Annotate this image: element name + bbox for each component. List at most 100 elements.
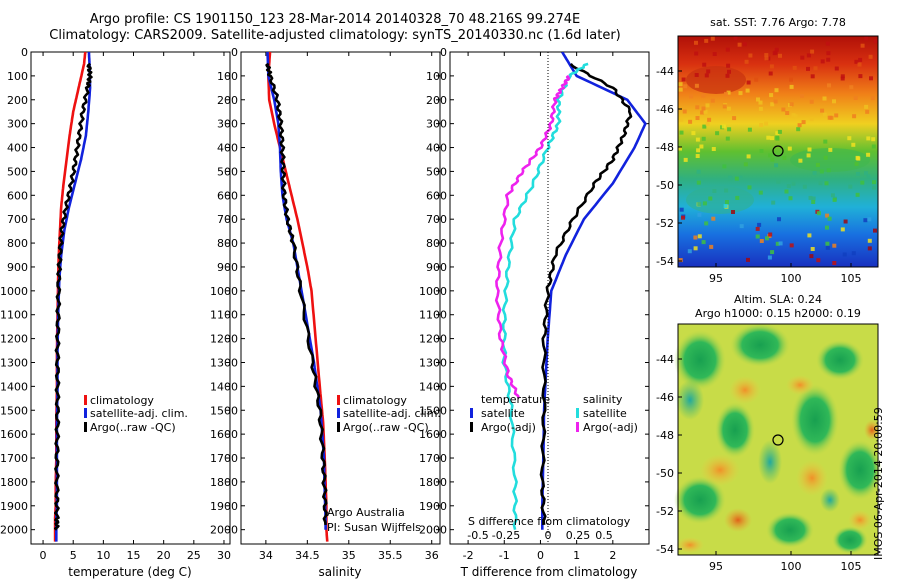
depth-tick-label: 700 xyxy=(426,213,447,226)
x-tick-label: 10 xyxy=(96,549,110,562)
sst-pixel xyxy=(802,184,807,189)
sst-pixel xyxy=(789,102,794,107)
sst-pixel xyxy=(822,112,827,117)
depth-tick-label: 900 xyxy=(426,261,447,274)
sst-speckle xyxy=(678,36,878,265)
sst-pixel xyxy=(702,124,707,129)
depth-tick-label: 300 xyxy=(217,118,238,131)
sst-pixel xyxy=(827,216,832,221)
sst-pixel xyxy=(774,163,779,168)
sst-pixel xyxy=(806,53,811,58)
sst-pixel xyxy=(832,99,836,104)
legend-label-argo: Argo(..raw -QC) xyxy=(343,421,429,434)
salinity-series-group xyxy=(265,52,329,542)
sst-pixel xyxy=(689,94,694,99)
title-line-1: Argo profile: CS 1901150_123 28-Mar-2014… xyxy=(89,12,581,27)
difference-legend: temperature salinity satellite Argo(-adj… xyxy=(470,393,638,434)
depth-tick-label: 1700 xyxy=(419,452,447,465)
sst-pixel xyxy=(815,162,820,167)
sla-blob xyxy=(864,420,880,440)
sst-pixel xyxy=(726,106,731,111)
sst-pixel xyxy=(827,115,832,120)
sst-pixel xyxy=(731,210,735,214)
x-tick-label: 34 xyxy=(259,549,273,562)
sst-pixel xyxy=(754,77,759,82)
sst-pixel xyxy=(710,36,715,41)
temperature-axis-label: temperature (deg C) xyxy=(68,565,191,579)
sst-pixel xyxy=(770,102,775,107)
sla-blob xyxy=(816,340,864,380)
sst-pixel xyxy=(691,131,696,136)
sst-pixel xyxy=(832,197,837,202)
x-tick-label: 36 xyxy=(425,549,439,562)
map-y-tick-label: -46 xyxy=(656,103,674,116)
sst-pixel xyxy=(743,162,748,167)
map-y-tick-label: -54 xyxy=(656,255,674,268)
sst-pixel xyxy=(809,99,814,104)
depth-tick-label: 500 xyxy=(426,165,447,178)
sst-pixel xyxy=(834,66,839,71)
sst-pixel xyxy=(866,136,871,141)
sst-pixel xyxy=(842,252,847,257)
sst-teal-patch xyxy=(686,186,754,214)
depth-tick-label: 1200 xyxy=(0,333,28,346)
sst-pixel xyxy=(789,243,794,248)
depth-tick-label: 200 xyxy=(426,94,447,107)
sla-blob xyxy=(848,510,872,530)
sla-blob xyxy=(674,330,726,390)
annotation-pi: PI: Susan Wijffels xyxy=(327,521,421,534)
sst-pixel xyxy=(733,36,738,40)
sst-pixel xyxy=(701,136,706,141)
sst-pixel xyxy=(702,201,707,206)
depth-tick-label: 1500 xyxy=(419,404,447,417)
sst-pixel xyxy=(745,88,750,93)
sst-pixel xyxy=(788,196,793,201)
sst-pixel xyxy=(789,84,794,89)
sst-pixel xyxy=(768,71,773,76)
sst-pixel xyxy=(784,189,789,194)
depth-tick-label: 100 xyxy=(7,70,28,83)
sst-pixel xyxy=(694,83,699,88)
s-difference-ticks: -0.5 -0.25 0 0.25 0.5 xyxy=(467,529,612,542)
temperature-legend: climatology satellite-adj. clim. Argo(..… xyxy=(84,394,188,434)
map-y-tick-label: -48 xyxy=(656,141,674,154)
map-y-tick-label: -52 xyxy=(656,217,674,230)
sst-pixel xyxy=(860,180,865,185)
sla-blob xyxy=(766,512,814,548)
depth-tick-label: 300 xyxy=(426,118,447,131)
depth-tick-label: 1900 xyxy=(0,500,28,513)
depth-tick-label: 400 xyxy=(426,142,447,155)
sst-pixel xyxy=(865,109,870,114)
depth-tick-label: 500 xyxy=(7,165,28,178)
x-tick-label: 1 xyxy=(573,549,580,562)
map-y-tick-label: -50 xyxy=(656,467,674,480)
map-x-tick-label: 95 xyxy=(709,272,723,285)
sst-pixel xyxy=(775,131,780,136)
sst-pixel xyxy=(748,53,753,58)
sst-pixel xyxy=(768,153,773,158)
sla-map xyxy=(674,323,882,556)
sla-blob xyxy=(700,454,740,486)
sst-pixel xyxy=(812,171,817,176)
depth-tick-label: 2000 xyxy=(419,524,447,537)
sst-pixel xyxy=(773,99,778,104)
map-x-tick-label: 95 xyxy=(709,560,723,573)
sst-pixel xyxy=(695,154,700,158)
sst-pixel xyxy=(727,127,732,132)
sst-pixel xyxy=(711,216,716,221)
sst-pixel xyxy=(746,80,751,85)
depth-tick-label: 1300 xyxy=(419,356,447,369)
series-line-argo-raw-qc xyxy=(53,62,93,531)
depth-tick-label: 1100 xyxy=(210,309,238,322)
depth-tick-label: 1400 xyxy=(419,380,447,393)
sst-pixel xyxy=(823,139,828,144)
difference-axis-label: T difference from climatology xyxy=(460,565,638,579)
x-tick-label: 5 xyxy=(70,549,77,562)
depth-tick-label: 1700 xyxy=(210,452,238,465)
sst-pixel xyxy=(688,119,693,124)
sst-pixel xyxy=(806,153,811,158)
depth-tick-label: 1900 xyxy=(419,500,447,513)
sla-blob xyxy=(796,460,828,496)
sst-pixel xyxy=(756,97,760,102)
